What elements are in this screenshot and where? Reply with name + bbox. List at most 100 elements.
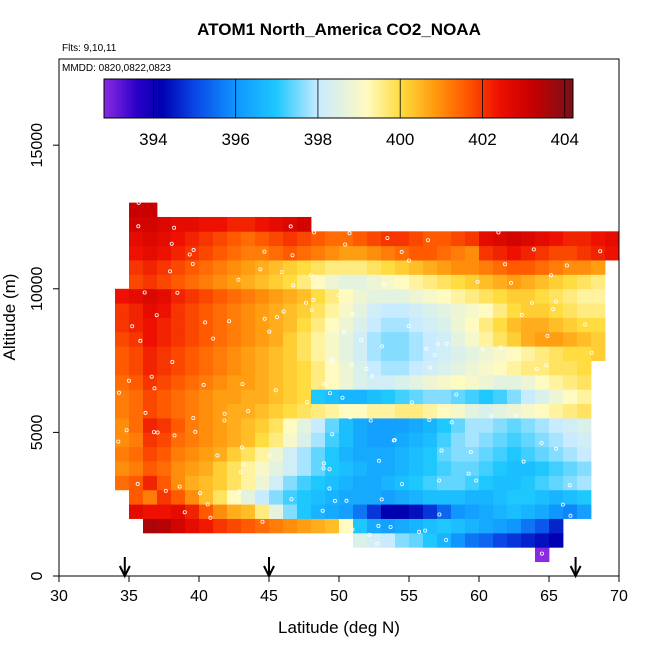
heatmap-cell	[311, 245, 326, 261]
colorbar-segment	[199, 79, 203, 118]
colorbar-segment	[121, 79, 125, 118]
flight-point	[175, 290, 180, 295]
heatmap-cell	[213, 216, 228, 232]
flight-point	[551, 307, 556, 312]
heatmap-cell	[143, 374, 158, 390]
heatmap-cell	[115, 360, 130, 376]
flight-point	[350, 527, 355, 532]
colorbar-segment	[274, 79, 277, 118]
heatmap-cell	[311, 260, 326, 275]
heatmap-cell	[255, 260, 270, 275]
heatmap-cell	[325, 374, 340, 390]
heatmap-cell	[423, 403, 438, 419]
heatmap-cell	[563, 461, 578, 476]
heatmap-cell	[241, 231, 256, 247]
heatmap-cell	[465, 288, 480, 304]
flight-point	[539, 440, 544, 445]
heatmap-cell	[409, 518, 424, 534]
colorbar-segment	[545, 79, 549, 118]
heatmap-cell	[269, 489, 284, 505]
colorbar-segment	[500, 79, 504, 118]
heatmap-cell	[381, 389, 396, 405]
colorbar-segment	[502, 79, 506, 118]
colorbar-segment	[318, 79, 322, 118]
heatmap-cell	[563, 446, 578, 462]
flight-point	[565, 263, 570, 268]
heatmap-cell	[549, 518, 564, 534]
colorbar-segment	[148, 79, 152, 118]
heatmap-cell	[521, 360, 536, 376]
flight-point	[427, 417, 432, 422]
heatmap-cell	[409, 374, 424, 390]
colorbar-segment	[139, 79, 142, 118]
heatmap-cell	[563, 489, 578, 505]
colorbar-segment	[490, 79, 494, 118]
heatmap-cell	[381, 489, 396, 505]
colorbar-segment	[176, 79, 179, 118]
heatmap-cell	[199, 288, 214, 304]
heatmap-cell	[339, 317, 354, 333]
heatmap-cell	[339, 303, 354, 318]
colorbar-segment	[469, 79, 472, 118]
heatmap-cell	[129, 374, 144, 390]
heatmap-cell	[563, 418, 578, 433]
colorbar-segment	[498, 79, 502, 118]
heatmap-cell	[605, 245, 620, 261]
flight-point	[151, 430, 156, 435]
heatmap-cell	[563, 331, 578, 347]
heatmap-cell	[143, 446, 158, 462]
heatmap-cell	[157, 461, 172, 476]
heatmap-cell	[325, 317, 340, 333]
y-tick-label: 5000	[29, 415, 46, 451]
heatmap-cell	[143, 331, 158, 347]
colorbar-segment	[344, 79, 347, 118]
colorbar-segment	[442, 79, 445, 118]
heatmap-cell	[311, 360, 326, 376]
heatmap-cell	[129, 418, 144, 433]
heatmap-cell	[549, 389, 564, 405]
heatmap-cell	[115, 346, 130, 361]
colorbar-segment	[524, 79, 527, 118]
flight-point	[246, 408, 251, 413]
heatmap-cell	[507, 418, 522, 433]
heatmap-cell	[535, 547, 550, 563]
heatmap-cell	[213, 374, 228, 390]
heatmap-cell	[549, 303, 564, 318]
flight-track-points	[116, 200, 603, 556]
colorbar-segment	[295, 79, 298, 118]
heatmap-cell	[563, 317, 578, 333]
heatmap-cell	[479, 303, 494, 318]
heatmap-cell	[143, 461, 158, 476]
colorbar-segment	[340, 79, 343, 118]
heatmap-cell	[283, 374, 298, 390]
colorbar-segment	[381, 79, 384, 118]
flight-point	[240, 382, 245, 387]
heatmap-cell	[465, 518, 480, 534]
x-tick-label: 30	[50, 588, 68, 605]
heatmap-cell	[241, 374, 256, 390]
heatmap-cell	[521, 346, 536, 361]
heatmap-cell	[157, 346, 172, 361]
flight-point	[598, 249, 603, 254]
heatmap-cell	[115, 418, 130, 433]
heatmap-cell	[255, 489, 270, 505]
heatmap-cell	[255, 518, 270, 534]
heatmap-cell	[227, 389, 242, 405]
heatmap-cell	[591, 317, 606, 333]
colorbar-segment	[447, 79, 451, 118]
heatmap-cell	[535, 303, 550, 318]
heatmap-cell	[381, 303, 396, 318]
heatmap-cell	[311, 489, 326, 505]
colorbar-segment	[113, 79, 117, 118]
colorbar-segment	[270, 79, 273, 118]
heatmap-cell	[423, 245, 438, 261]
y-axis-label: Altitude (m)	[0, 274, 19, 361]
colorbar-segment	[225, 79, 228, 118]
colorbar-frame	[103, 78, 574, 119]
heatmap-cell	[241, 461, 256, 476]
heatmap-cell	[367, 331, 382, 347]
heatmap-cell	[577, 303, 592, 318]
colorbar-segment	[516, 79, 519, 118]
colorbar-segment	[227, 79, 230, 118]
heatmap-cell	[227, 288, 242, 304]
